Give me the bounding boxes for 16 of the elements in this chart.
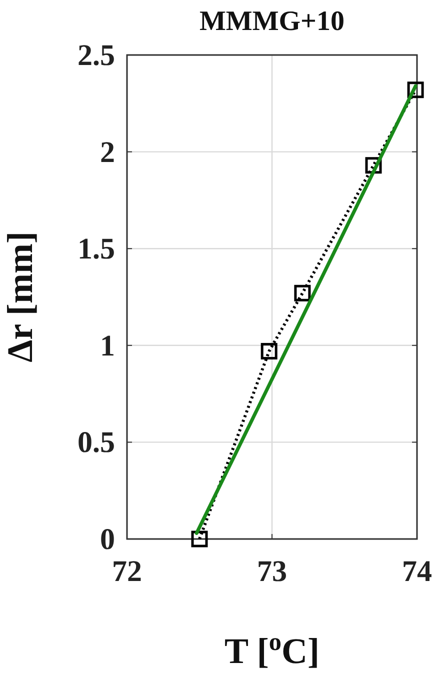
point <box>260 342 278 360</box>
x-tick-label: 74 <box>402 555 432 588</box>
x-tick-label: 73 <box>257 555 287 588</box>
y-tick-label: 1 <box>100 329 115 362</box>
point <box>407 82 424 98</box>
point <box>191 530 208 548</box>
y-tick-label: 0.5 <box>78 426 115 460</box>
x-tick-label: 72 <box>112 555 142 588</box>
y-axis-title: Δr [mm] <box>0 232 40 362</box>
point <box>294 284 311 302</box>
y-tick-label: 2 <box>100 136 115 169</box>
y-tick-label: 2.5 <box>78 39 115 72</box>
chart-title: MMMG+10 <box>199 6 345 37</box>
y-tick-label: 0 <box>100 523 115 556</box>
y-tick-label: 1.5 <box>78 232 115 266</box>
x-axis-title: T [$^{o}$C] <box>224 628 320 671</box>
